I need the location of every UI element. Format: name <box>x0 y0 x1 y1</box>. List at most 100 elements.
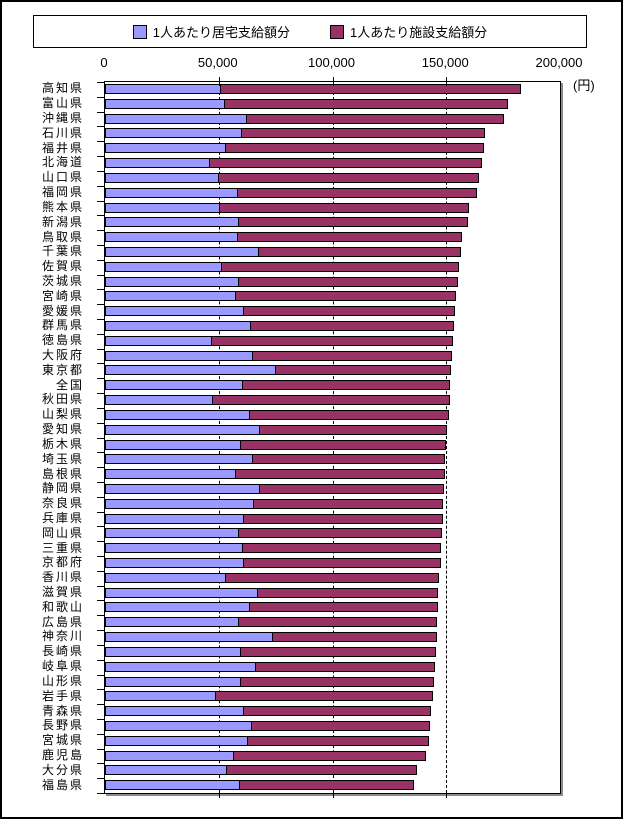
category-label: 全国 <box>55 377 84 392</box>
bar-row <box>105 541 560 556</box>
y-axis-tick <box>97 615 104 617</box>
bar-segment-facility <box>249 603 438 612</box>
bar-row <box>105 156 560 171</box>
bar-row <box>105 615 560 630</box>
stacked-bar <box>105 469 446 480</box>
category-label: 大分県 <box>41 762 84 777</box>
y-axis-tick <box>97 259 104 261</box>
y-axis-tick <box>97 526 104 528</box>
bar-row <box>105 438 560 453</box>
bar-row <box>105 630 560 645</box>
stacked-bar <box>105 602 439 613</box>
bar-segment-home <box>106 366 276 375</box>
stacked-bar <box>105 395 450 406</box>
bar-segment-facility <box>248 736 429 745</box>
bar-row <box>105 704 560 719</box>
stacked-bar <box>105 276 458 287</box>
stacked-bar <box>105 454 446 465</box>
category-label: 青森県 <box>41 703 84 718</box>
legend-item-home: 1人あたり居宅支給額分 <box>132 22 290 41</box>
bar-segment-home <box>106 573 226 582</box>
y-axis-tick <box>97 333 104 335</box>
bar-row <box>105 245 560 260</box>
bar-segment-home <box>106 499 255 508</box>
category-label: 茨城県 <box>41 273 84 288</box>
stacked-bar <box>105 483 444 494</box>
bar-segment-facility <box>239 277 457 286</box>
bar-row <box>105 289 560 304</box>
y-axis-tick <box>97 600 104 602</box>
x-axis-tick <box>332 77 334 86</box>
bar-segment-home <box>106 692 216 701</box>
stacked-bar <box>105 321 455 331</box>
bar-segment-facility <box>222 262 458 271</box>
stacked-bar <box>105 543 441 554</box>
bar-segment-home <box>106 159 211 168</box>
y-axis-tick <box>97 422 104 424</box>
bar-row <box>105 497 560 512</box>
y-axis-tick <box>97 82 104 83</box>
bar-row <box>105 334 560 349</box>
bar-segment-facility <box>254 499 442 508</box>
bar-row <box>105 393 560 408</box>
bar-segment-facility <box>240 440 446 449</box>
y-axis-tick <box>97 467 104 469</box>
y-axis-tick <box>97 289 104 291</box>
category-label: 神奈川 <box>41 629 84 644</box>
category-label: 岩手県 <box>41 688 84 703</box>
stacked-bar <box>105 691 433 702</box>
bar-row <box>105 126 560 141</box>
bar-row <box>105 452 560 467</box>
stacked-bar <box>105 424 448 435</box>
y-axis-tick <box>97 570 104 572</box>
bar-segment-facility <box>253 455 445 464</box>
stacked-bar <box>105 232 463 243</box>
category-label: 島根県 <box>41 466 84 481</box>
axis-unit-label: (円) <box>573 78 595 93</box>
y-axis-tick <box>97 200 104 202</box>
category-label: 和歌山 <box>41 599 84 614</box>
bar-segment-home <box>106 85 222 93</box>
bar-row <box>105 97 560 112</box>
category-label: 群馬県 <box>41 318 84 333</box>
bar-segment-home <box>106 514 244 523</box>
bar-segment-home <box>106 129 242 138</box>
bar-segment-home <box>106 188 239 197</box>
bar-segment-home <box>106 781 241 790</box>
stacked-bar <box>105 172 480 183</box>
y-axis-tick <box>97 437 104 439</box>
legend-label-home: 1人あたり居宅支給額分 <box>152 25 290 40</box>
x-axis-tick-label: 100,000 <box>308 55 355 70</box>
stacked-bar <box>105 158 482 169</box>
y-axis-tick <box>97 378 104 380</box>
y-axis-tick <box>97 793 104 794</box>
category-label: 京都府 <box>41 555 84 570</box>
category-label: 静岡県 <box>41 481 84 496</box>
legend-label-facility: 1人あたり施設支給額分 <box>350 25 488 40</box>
bar-segment-home <box>106 425 260 434</box>
x-axis-tick-label: 0 <box>100 55 108 70</box>
category-label: 山梨県 <box>41 407 84 422</box>
stacked-bar <box>105 291 457 302</box>
bar-segment-facility <box>259 425 447 434</box>
bar-segment-facility <box>273 633 437 642</box>
bar-segment-home <box>106 618 240 627</box>
bar-segment-facility <box>241 129 484 138</box>
bar-segment-facility <box>247 114 504 123</box>
stacked-bar <box>105 350 452 361</box>
bar-row <box>105 689 560 704</box>
bar-segment-facility <box>226 766 416 775</box>
bar-row <box>105 112 560 127</box>
stacked-bar <box>105 572 440 583</box>
y-axis-tick <box>97 185 104 187</box>
y-axis-tick <box>97 644 104 646</box>
stacked-bar <box>105 765 417 776</box>
stacked-bar <box>105 661 435 672</box>
y-axis-tick <box>97 763 104 765</box>
y-axis-tick <box>97 274 104 276</box>
bar-segment-facility <box>240 781 414 790</box>
bar-row <box>105 556 560 571</box>
bar-row <box>105 378 560 393</box>
y-axis-tick <box>97 244 104 246</box>
